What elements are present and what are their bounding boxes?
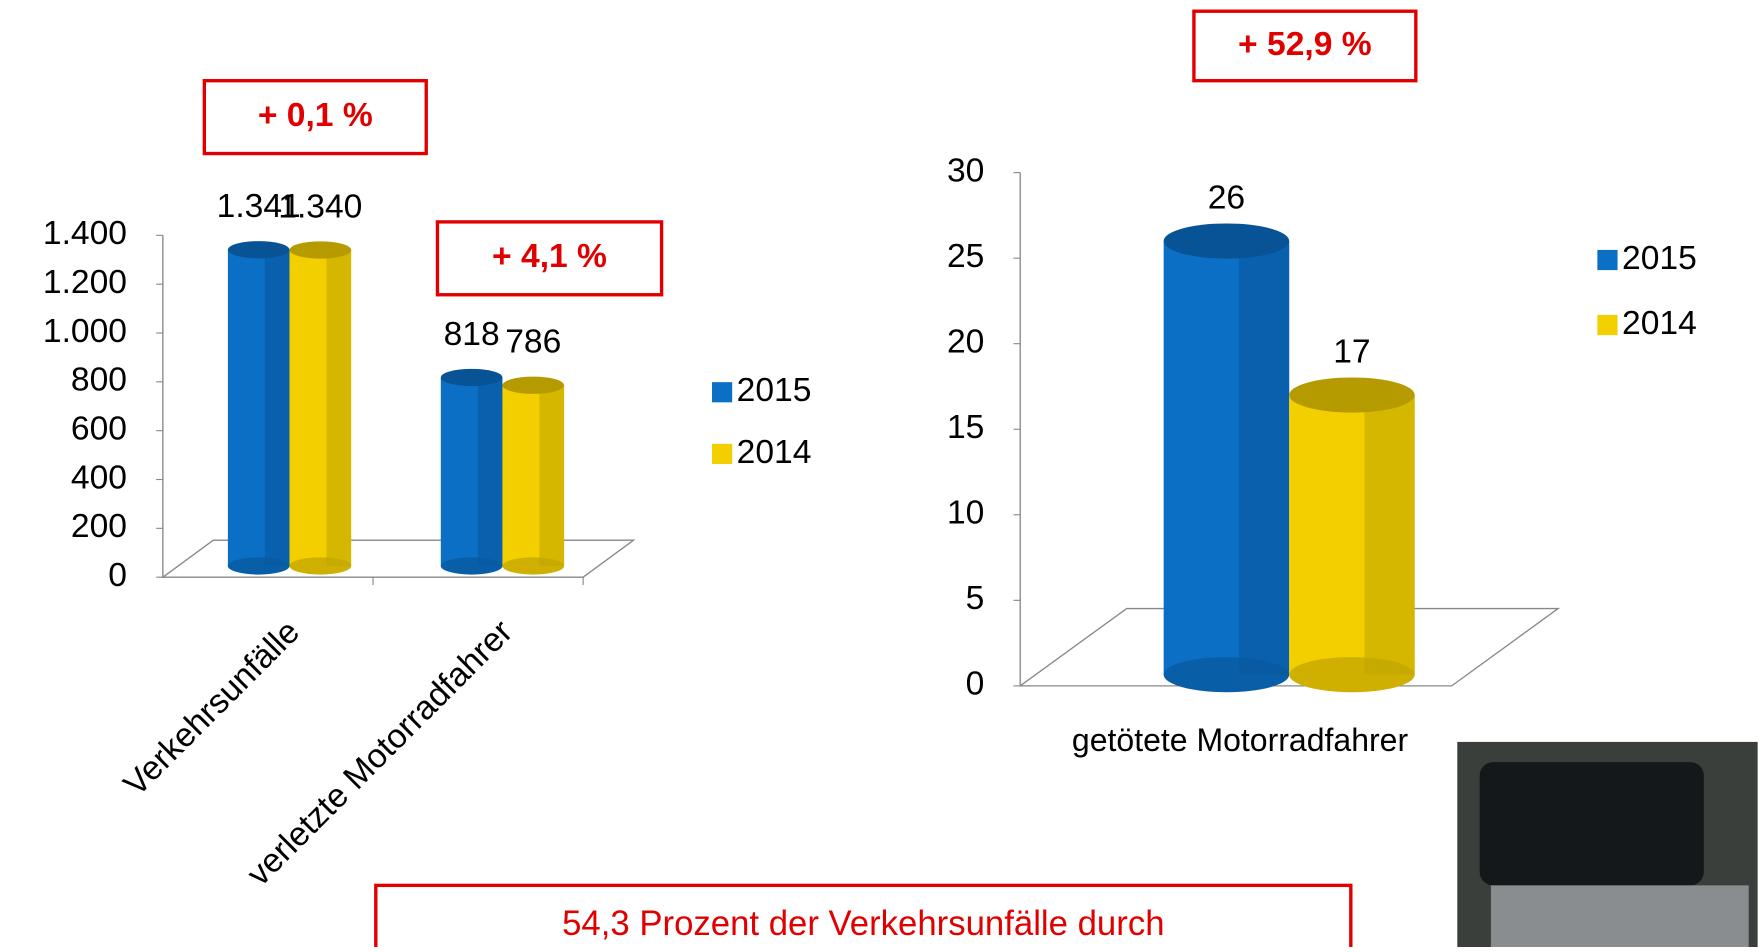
bar-part <box>441 369 503 386</box>
y-tick-label: 15 <box>947 409 984 446</box>
photo-car <box>1480 762 1704 885</box>
y-tick-label: 5 <box>966 580 985 617</box>
bar-part <box>539 385 564 566</box>
footer-text: 54,3 Prozent der Verkehrsunfälle durch <box>562 905 1164 943</box>
legend-label: 2015 <box>737 372 812 409</box>
annotation: + 0,1 % <box>258 97 373 134</box>
y-tick-label: 1.000 <box>43 313 127 350</box>
legend-swatch <box>1597 315 1617 335</box>
legend-swatch <box>712 444 732 464</box>
y-tick-label: 400 <box>71 459 127 496</box>
y-tick-label: 25 <box>947 238 984 275</box>
bar-part <box>1289 377 1415 412</box>
value-label: 17 <box>1333 333 1370 370</box>
y-tick-label: 1.200 <box>43 264 127 301</box>
legend-label: 2015 <box>1622 240 1697 277</box>
legend-swatch <box>712 382 732 402</box>
y-tick-label: 1.400 <box>43 215 127 252</box>
bar-part <box>1164 223 1290 258</box>
bar-part <box>228 241 290 258</box>
bar-part <box>290 241 352 258</box>
y-tick-label: 30 <box>947 152 984 189</box>
bar-part <box>1239 241 1289 675</box>
bar <box>441 369 503 575</box>
chart: 54,3 Prozent der Verkehrsunfälle durch 0… <box>0 0 1758 947</box>
legend-label: 2014 <box>737 434 812 471</box>
y-tick-label: 200 <box>71 508 127 545</box>
bar-part <box>265 250 290 566</box>
bar <box>290 241 352 574</box>
y-tick-label: 20 <box>947 324 984 361</box>
y-tick-label: 0 <box>108 557 127 594</box>
y-tick-label: 800 <box>71 362 127 399</box>
bar <box>502 377 564 575</box>
category-label: getötete Motorradfahrer <box>1060 720 1420 760</box>
bar-part <box>326 250 351 566</box>
legend-label: 2014 <box>1622 305 1697 342</box>
value-label: 26 <box>1208 179 1245 216</box>
page: {"chart_data": [ {"type": "bar", "catego… <box>0 0 1758 947</box>
y-tick-label: 10 <box>947 495 984 532</box>
bar <box>1289 377 1415 692</box>
bar <box>1164 223 1290 692</box>
legend-swatch <box>1597 250 1617 270</box>
photo-road <box>1491 885 1749 947</box>
annotation: + 4,1 % <box>492 238 607 275</box>
bar-part <box>1364 395 1414 675</box>
x-tick-label: Verkehrsunfälle <box>117 613 307 803</box>
bar-part <box>478 377 503 566</box>
value-label: 818 <box>444 316 500 353</box>
y-tick-label: 600 <box>71 411 127 448</box>
annotation: + 52,9 % <box>1238 26 1372 63</box>
bar <box>228 241 290 574</box>
value-label: 786 <box>505 324 561 361</box>
value-label: 1.340 <box>278 188 362 225</box>
y-tick-label: 0 <box>966 666 985 703</box>
bar-part <box>502 377 564 394</box>
